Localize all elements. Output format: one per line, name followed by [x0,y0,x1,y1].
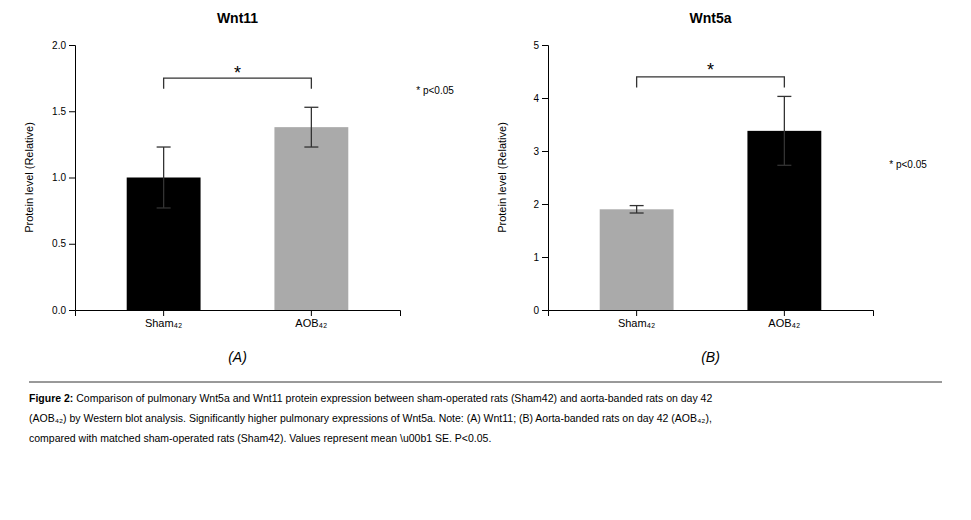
caption-line: Figure 2: Comparison of pulmonary Wnt5a … [29,392,712,404]
x-tick-mark [784,310,785,316]
x-axis: Sham₄₂ AOB₄₂ [76,310,401,329]
caption-text: Comparison of pulmonary Wnt5a and Wnt11 … [73,392,712,404]
caption-line: (AOB₄₂) by Western blot analysis. Signif… [29,412,712,424]
plot-area [600,96,822,310]
axis-line [542,46,549,311]
y-tick: 1.0 [52,172,75,183]
x-tick-label: Sham₄₂ [145,317,183,329]
panel: 0.0 0.5 1.0 1.5 2.0 Sham₄₂ AOB₄₂ Wnt11 Protein l… [23,10,454,365]
plot-area [127,107,349,310]
error-bar-cap [777,96,791,97]
y-tick-mark [69,178,75,179]
y-tick-label: 1.0 [52,172,66,183]
y-tick: 2.0 [52,40,75,51]
y-tick: 1 [533,252,548,263]
y-tick-mark [542,310,548,311]
error-bar-stem [163,147,164,208]
y-tick-mark [542,151,548,152]
error-bar-cap [157,146,171,147]
caption-line: compared with matched sham-operated rats… [29,432,491,444]
x-tick-mark [311,310,312,316]
axis-line [549,311,874,317]
y-axis-title: Protein level (Relative) [496,122,508,233]
axis-line [69,46,76,311]
error-bar-stem [636,206,637,213]
y-tick-label: 0.5 [52,238,66,249]
y-tick-mark [69,111,75,112]
pvalue-note: * p<0.05 [416,85,454,96]
y-tick-mark [69,310,75,311]
y-tick: 0.0 [52,305,75,316]
y-tick-label: 5 [533,40,539,51]
y-tick-label: 1 [533,252,539,263]
y-tick-label: 0.0 [52,305,66,316]
y-tick-mark [542,204,548,205]
y-tick-mark [542,98,548,99]
y-tick: 0 [533,305,548,316]
y-tick: 1.5 [52,106,75,117]
x-tick: AOB₄₂ [295,310,327,329]
x-tick-mark [636,310,637,316]
panel-label: (B) [701,349,720,365]
panel-label: (A) [228,349,247,365]
error-bar-cap [304,146,318,147]
x-tick-label: AOB₄₂ [295,317,327,329]
y-tick-label: 3 [533,146,539,157]
bar [274,127,348,310]
error-bar-cap [157,207,171,208]
caption-rule [29,382,942,383]
error-bar [777,96,791,165]
y-tick: 0.5 [52,238,75,249]
y-axis-title: Protein level (Relative) [23,122,35,233]
x-tick: AOB₄₂ [768,310,800,329]
title: Wnt5a [690,10,732,26]
error-bar-cap [777,165,791,166]
y-tick: 2 [533,199,548,210]
y-tick-mark [542,45,548,46]
x-tick-label: Sham₄₂ [618,317,656,329]
significance-star: * [707,60,714,80]
title: Wnt11 [217,10,258,26]
panel: 0 1 2 3 4 5 Sham₄₂ AOB₄₂ Wnt5a Protein level (Rel… [496,10,927,365]
error-bar [157,147,171,208]
bar [600,209,674,310]
y-tick-mark [69,45,75,46]
y-tick: 3 [533,146,548,157]
pvalue-note: * p<0.05 [889,159,927,170]
y-tick: 4 [533,93,548,104]
y-tick: 5 [533,40,548,51]
y-tick-mark [542,257,548,258]
x-tick-mark [163,310,164,316]
x-tick-label: AOB₄₂ [768,317,800,329]
error-bar-cap [304,107,318,108]
y-tick-label: 1.5 [52,106,66,117]
error-bar-cap [630,212,644,213]
y-tick-label: 0 [533,305,539,316]
x-axis: Sham₄₂ AOB₄₂ [549,310,874,329]
error-bar [304,107,318,147]
x-tick: Sham₄₂ [145,310,183,329]
error-bar [630,206,644,213]
axis-line [76,311,401,317]
y-axis: 0.0 0.5 1.0 1.5 2.0 [52,40,75,316]
significance-star: * [234,63,241,83]
y-tick-label: 2.0 [52,40,66,51]
y-axis: 0 1 2 3 4 5 [533,40,548,316]
x-tick: Sham₄₂ [618,310,656,329]
error-bar-stem [311,107,312,147]
y-tick-label: 4 [533,93,539,104]
y-tick-label: 2 [533,199,539,210]
error-bar-stem [784,96,785,165]
y-tick-mark [69,244,75,245]
error-bar-cap [630,205,644,206]
figure: 0.0 0.5 1.0 1.5 2.0 Sham₄₂ AOB₄₂ Wnt11 Protein l… [0,0,971,520]
caption-label: Figure 2: [29,392,73,404]
